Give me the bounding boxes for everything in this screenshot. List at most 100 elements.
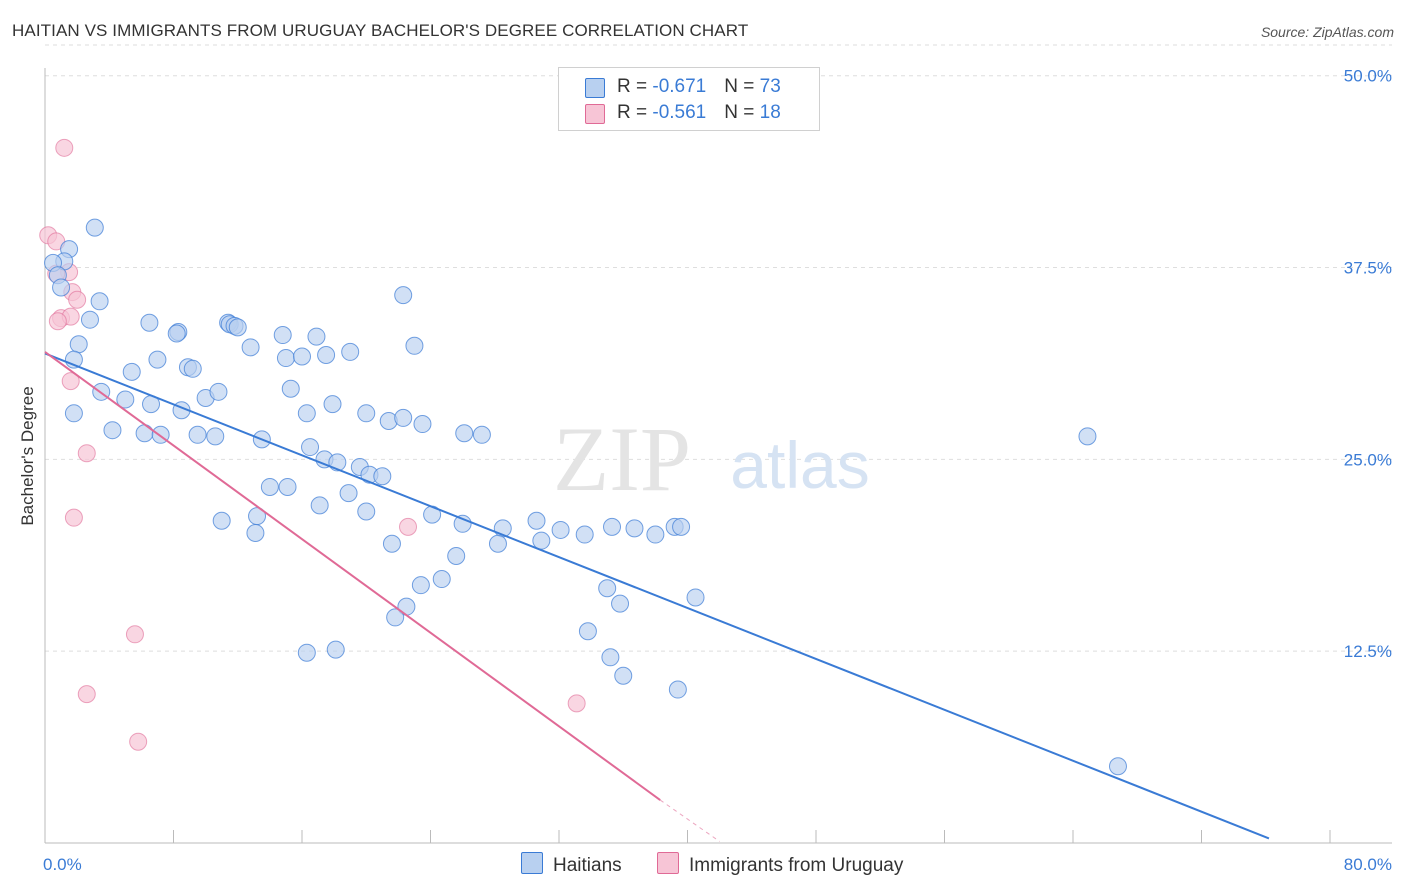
- uruguay-point: [399, 517, 418, 536]
- haitian-point: [394, 408, 413, 427]
- haitian-point: [103, 421, 122, 440]
- uruguay-trend-extension: [659, 799, 720, 842]
- haitian-point: [64, 404, 83, 423]
- bottom-legend-label-haitians: Haitians: [553, 855, 622, 876]
- uruguay-point: [125, 625, 144, 644]
- haitian-point: [672, 517, 691, 536]
- haitian-point: [326, 640, 345, 659]
- haitian-point: [188, 425, 207, 444]
- uruguay-point: [64, 508, 83, 527]
- haitian-point: [455, 424, 474, 443]
- haitian-point: [1078, 427, 1097, 446]
- haitian-point: [212, 511, 231, 530]
- haitian-point: [1108, 757, 1127, 776]
- uruguay-point: [77, 685, 96, 704]
- haitian-point: [148, 350, 167, 369]
- haitian-point: [357, 502, 376, 521]
- uruguay-point: [68, 290, 87, 309]
- source-label: Source: ZipAtlas.com: [1260, 24, 1394, 40]
- haitian-point: [273, 326, 292, 345]
- haitian-point: [85, 218, 104, 237]
- haitian-point: [488, 534, 507, 553]
- haitian-point: [578, 622, 597, 641]
- haitian-point: [281, 379, 300, 398]
- watermark: ZIP atlas: [553, 408, 870, 510]
- haitian-point: [80, 310, 99, 329]
- haitian-point: [532, 531, 551, 550]
- haitian-point: [276, 349, 295, 368]
- haitian-point: [307, 327, 326, 346]
- haitian-point: [183, 359, 202, 378]
- haitian-point: [293, 347, 311, 366]
- legend-text-uruguay: R = -0.561 N = 18: [617, 102, 781, 123]
- y-tick-label: 50.0%: [1344, 67, 1392, 86]
- uruguay-point: [567, 694, 586, 713]
- haitian-point: [598, 579, 617, 598]
- haitian-point: [339, 484, 358, 503]
- y-axis-label: Bachelor's Degree: [18, 386, 37, 526]
- haitian-point: [209, 382, 228, 401]
- haitian-point: [297, 643, 316, 662]
- haitian-point: [135, 424, 154, 443]
- haitian-point: [317, 345, 336, 364]
- haitian-point: [69, 335, 88, 354]
- bottom-legend-haitians: Haitians: [521, 852, 622, 877]
- haitian-point: [472, 425, 491, 444]
- haitian-point: [260, 477, 279, 496]
- haitian-point: [167, 324, 186, 343]
- haitian-point: [413, 415, 432, 434]
- haitian-point: [527, 511, 546, 530]
- legend-text-haitians: R = -0.671 N = 73: [617, 76, 781, 97]
- haitian-point: [551, 520, 570, 539]
- legend-n-uruguay: 18: [759, 102, 781, 123]
- watermark-atlas: atlas: [730, 428, 869, 502]
- y-tick-label: 12.5%: [1344, 642, 1392, 661]
- uruguay-trend-line: [44, 351, 661, 801]
- haitian-point: [386, 608, 405, 627]
- axes: [44, 68, 1392, 844]
- bottom-legend-uruguay: Immigrants from Uruguay: [657, 852, 903, 877]
- uruguay-point: [129, 732, 148, 751]
- haitian-point: [611, 594, 630, 613]
- haitian-point: [373, 467, 392, 486]
- haitian-point: [668, 680, 687, 699]
- legend-n-haitians: 73: [759, 76, 781, 97]
- haitian-point: [447, 547, 466, 566]
- haitian-point: [382, 534, 401, 553]
- haitian-point: [140, 313, 159, 332]
- haitian-point: [241, 338, 260, 357]
- x-tick-label-min: 0.0%: [43, 855, 82, 874]
- bottom-legend-swatch-haitians: [521, 852, 543, 874]
- legend: R = -0.671 N = 73 R = -0.561 N = 18: [558, 67, 820, 131]
- uruguay-point: [55, 138, 74, 157]
- haitian-point: [116, 390, 135, 409]
- legend-r-uruguay: -0.561: [652, 102, 707, 123]
- legend-swatch-haitians: [585, 78, 605, 98]
- haitian-point: [90, 292, 109, 311]
- bottom-legend-swatch-uruguay: [657, 852, 679, 874]
- haitian-point: [278, 477, 297, 496]
- uruguay-point: [48, 312, 67, 331]
- watermark-zip: ZIP: [553, 408, 691, 510]
- y-tick-label: 37.5%: [1344, 259, 1392, 278]
- uruguay-point: [61, 372, 80, 391]
- haitian-point: [52, 278, 71, 297]
- haitian-point: [297, 404, 316, 423]
- haitian-point: [228, 318, 247, 337]
- grid-lines: [45, 44, 1392, 652]
- haitian-point: [601, 648, 620, 667]
- x-tick-label-max: 80.0%: [1344, 855, 1392, 874]
- haitian-point: [122, 362, 141, 381]
- trend-lines: [44, 351, 1270, 842]
- haitian-point: [575, 525, 594, 544]
- haitian-point: [603, 517, 622, 536]
- haitian-trend-line: [44, 352, 1270, 840]
- haitian-point: [394, 286, 413, 305]
- haitian-point: [405, 336, 424, 355]
- bottom-legend-label-uruguay: Immigrants from Uruguay: [689, 855, 904, 876]
- haitian-point: [625, 519, 644, 538]
- uruguay-point: [77, 444, 96, 463]
- haitian-point: [341, 342, 360, 361]
- haitian-point: [411, 576, 430, 595]
